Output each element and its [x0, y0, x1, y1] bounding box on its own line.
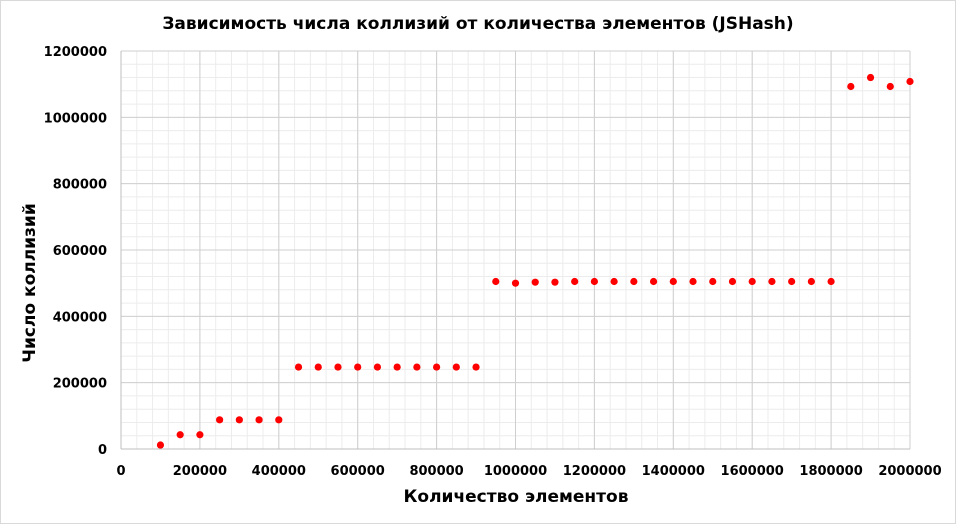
- data-point: [807, 277, 815, 286]
- y-tick-label: 400000: [53, 310, 107, 325]
- data-point: [235, 416, 243, 424]
- y-tick-label: 800000: [53, 178, 107, 193]
- y-tick-label: 1000000: [44, 111, 107, 126]
- data-point: [294, 363, 303, 371]
- data-point: [511, 279, 520, 287]
- data-point: [393, 363, 401, 371]
- x-axis-title: Количество элементов: [404, 487, 629, 507]
- data-point: [314, 363, 322, 371]
- axes: [120, 51, 910, 450]
- x-tick-label: 400000: [252, 464, 306, 479]
- x-tick-label: 1000000: [484, 464, 547, 479]
- data-point: [531, 278, 539, 286]
- data-point: [413, 363, 421, 371]
- data-point: [472, 363, 480, 371]
- data-point: [216, 416, 224, 424]
- x-tick-label: 1800000: [799, 464, 862, 479]
- data-point: [275, 416, 283, 424]
- data-point: [255, 416, 263, 424]
- data-point: [354, 363, 362, 371]
- y-tick-label: 1200000: [44, 45, 107, 60]
- data-point: [669, 277, 677, 286]
- data-point: [709, 277, 717, 286]
- chart-title: Зависимость числа коллизий от количества…: [162, 14, 793, 34]
- data-point: [906, 77, 914, 86]
- grid: [120, 50, 911, 450]
- data-point: [788, 277, 796, 286]
- x-tick-label: 200000: [173, 464, 227, 479]
- data-point: [886, 82, 894, 91]
- data-point: [847, 82, 855, 91]
- data-point: [433, 363, 441, 371]
- x-tick-label: 1600000: [721, 464, 784, 479]
- data-point: [334, 363, 342, 371]
- y-tick-label: 0: [98, 443, 107, 458]
- x-tick-label: 0: [116, 464, 125, 479]
- data-point: [176, 431, 184, 439]
- data-point: [610, 277, 618, 286]
- x-tick-label: 1400000: [642, 464, 705, 479]
- data-point: [630, 277, 638, 286]
- x-tick-label: 1200000: [563, 464, 626, 479]
- y-tick-labels: 0 200000 400000 600000 800000 1000000 1200000: [44, 45, 107, 458]
- data-point: [492, 277, 500, 286]
- data-point: [373, 363, 382, 371]
- data-point: [156, 441, 165, 449]
- data-point: [827, 277, 835, 286]
- y-tick-label: 200000: [53, 377, 107, 392]
- data-point: [689, 277, 697, 286]
- data-point: [866, 73, 875, 82]
- x-tick-labels: 0 200000 400000 600000 800000 1000000 1200000 1…: [116, 464, 941, 479]
- x-tick-label: 2000000: [878, 464, 941, 479]
- data-point: [768, 277, 776, 286]
- x-tick-label: 800000: [409, 464, 463, 479]
- data-point: [590, 277, 599, 286]
- y-axis-title: Число коллизий: [20, 203, 40, 363]
- data-point: [551, 278, 559, 286]
- data-point: [728, 277, 737, 286]
- y-tick-label: 600000: [53, 244, 107, 259]
- data-points: [156, 73, 914, 449]
- data-point: [196, 431, 204, 439]
- data-point: [452, 363, 460, 371]
- data-point: [649, 277, 658, 286]
- data-point: [571, 277, 579, 286]
- data-point: [748, 277, 756, 286]
- x-tick-label: 600000: [331, 464, 385, 479]
